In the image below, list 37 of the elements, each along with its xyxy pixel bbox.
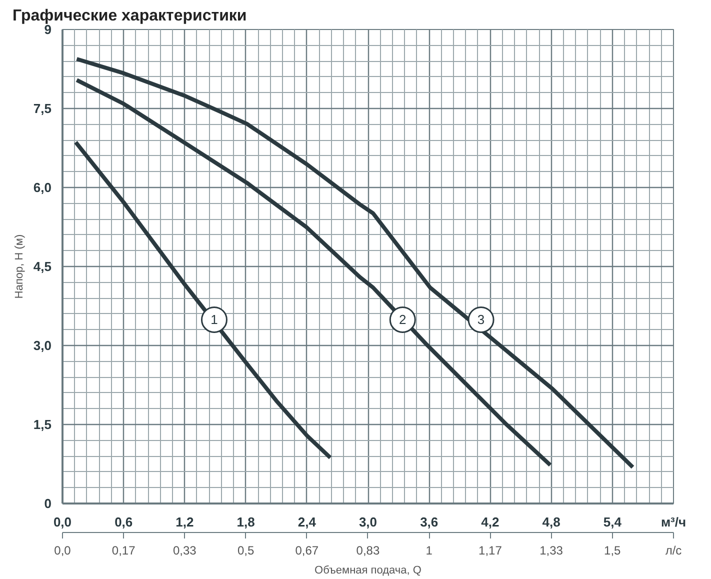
x-tick-label: 3,0: [358, 514, 378, 530]
x2-tick-label: 0,67: [295, 544, 319, 558]
x2-tick-label: 0,5: [237, 544, 254, 558]
y-tick-label: 4,5: [33, 259, 52, 274]
x2-tick-label: 1,17: [478, 544, 502, 558]
text: л/с: [665, 544, 682, 558]
x2-tick-label: 1,5: [604, 544, 622, 558]
annotation: 2: [399, 312, 406, 328]
x-tick-label: 1,2: [176, 514, 194, 530]
x2-tick-label: 0,83: [356, 544, 380, 558]
x-tick-label: 3,6: [420, 514, 438, 530]
y-axis-title: Напор, H (м): [13, 234, 26, 299]
x-tick-label: 1,8: [236, 514, 255, 530]
y-tick-label: 1,5: [33, 417, 52, 432]
x2-tick-label: 1,33: [540, 544, 564, 558]
y-tick-label: 3,0: [33, 338, 52, 353]
x-tick-label: 0,6: [114, 514, 133, 530]
line-series: [74, 140, 332, 460]
annotation: 1: [210, 312, 218, 328]
annotation: 3: [477, 312, 485, 328]
text: м³/ч: [660, 514, 686, 530]
x-tick-label: 5,4: [603, 514, 622, 530]
x2-tick-label: 0,17: [112, 544, 136, 558]
line-series: [74, 56, 635, 470]
line-series: [74, 78, 552, 468]
chart-title: Графические характеристики: [12, 8, 247, 24]
x-axis-title: Объемная подача, Q: [314, 564, 422, 576]
x2-tick-label: 1: [426, 544, 433, 558]
x-tick-label: 2,4: [298, 514, 317, 530]
x-tick-label: 4,2: [481, 514, 500, 530]
y-tick-label: 6,0: [33, 180, 52, 195]
x2-tick-label: 0,0: [54, 544, 72, 558]
x-tick-label: 4,8: [542, 514, 560, 530]
x-tick-label: 0,0: [53, 514, 72, 530]
y-tick-label: 7,5: [33, 101, 52, 116]
x2-tick-label: 0,33: [173, 544, 197, 558]
y-tick-label: 0: [44, 496, 52, 511]
